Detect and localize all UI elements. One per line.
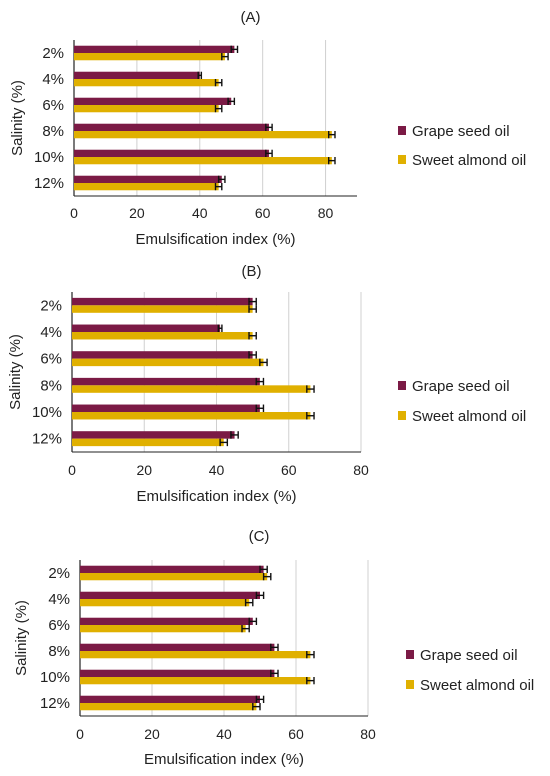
bar-sweet-almond-oil — [74, 105, 219, 113]
legend-swatch — [398, 411, 406, 420]
bar-grape-seed-oil — [72, 431, 235, 439]
y-category-label: 12% — [40, 695, 70, 712]
x-tick-label: 40 — [192, 205, 208, 221]
bar-sweet-almond-oil — [74, 157, 332, 165]
chart-panel-a: (A) 0 20 40 60 80 Emulsification index (%) Sali… — [9, 9, 526, 248]
y-category-label: 4% — [40, 324, 62, 341]
bar-grape-seed-oil — [80, 695, 260, 703]
x-tick-label: 0 — [76, 726, 84, 742]
y-axis-label: Salinity (%) — [9, 80, 26, 156]
x-tick-label: 80 — [360, 726, 376, 742]
y-category-label: 6% — [42, 97, 64, 114]
y-axis-label: Salinity (%) — [7, 334, 24, 410]
bar-grape-seed-oil — [74, 71, 200, 79]
bar-sweet-almond-oil — [72, 305, 253, 313]
x-tick-label: 80 — [318, 205, 334, 221]
bar-sweet-almond-oil — [80, 573, 268, 581]
legend-label: Grape seed oil — [412, 378, 510, 395]
bar-grape-seed-oil — [80, 669, 275, 677]
bar-sweet-almond-oil — [72, 412, 311, 420]
chart-panel-c: (C) 0 20 40 60 80 Emulsification index (%) Sali… — [13, 528, 534, 768]
y-category-label: 2% — [48, 565, 70, 582]
y-category-label: 6% — [48, 617, 70, 634]
bar-grape-seed-oil — [74, 97, 232, 105]
bar-grape-seed-oil — [80, 591, 260, 599]
bar-sweet-almond-oil — [72, 438, 224, 447]
legend-label: Grape seed oil — [412, 123, 510, 140]
chart-title: (A) — [241, 9, 261, 26]
legend-label: Sweet almond oil — [420, 677, 534, 694]
bar-grape-seed-oil — [72, 297, 253, 306]
chart-title: (B) — [242, 263, 262, 280]
bar-grape-seed-oil — [72, 324, 221, 332]
bar-sweet-almond-oil — [72, 358, 264, 367]
x-tick-label: 0 — [68, 462, 76, 478]
bar-grape-seed-oil — [72, 404, 260, 412]
x-tick-label: 40 — [216, 726, 232, 742]
legend-swatch — [406, 680, 414, 689]
bar-sweet-almond-oil — [80, 599, 250, 607]
bar-grape-seed-oil — [74, 123, 269, 131]
legend-label: Sweet almond oil — [412, 408, 526, 425]
chart-title: (C) — [249, 528, 270, 545]
legend-swatch — [398, 381, 406, 390]
bar-sweet-almond-oil — [80, 703, 257, 711]
bar-grape-seed-oil — [80, 617, 253, 625]
x-tick-label: 40 — [209, 462, 225, 478]
x-axis-label: Emulsification index (%) — [135, 231, 295, 248]
bar-sweet-almond-oil — [74, 53, 225, 61]
bar-grape-seed-oil — [72, 377, 260, 386]
chart-panel-b: (B) 0 20 40 60 80 Emulsification index (%) Sali… — [7, 263, 526, 505]
x-tick-label: 0 — [70, 205, 78, 221]
y-category-label: 4% — [48, 591, 70, 608]
y-category-label: 10% — [32, 404, 62, 421]
bar-grape-seed-oil — [80, 565, 264, 573]
x-tick-label: 60 — [281, 462, 297, 478]
bar-sweet-almond-oil — [80, 625, 246, 633]
bar-grape-seed-oil — [74, 45, 235, 53]
y-category-label: 2% — [42, 45, 64, 62]
y-axis-label: Salinity (%) — [13, 600, 30, 676]
legend-swatch — [398, 126, 406, 135]
legend-label: Sweet almond oil — [412, 152, 526, 169]
legend-swatch — [406, 650, 414, 659]
bar-grape-seed-oil — [80, 643, 275, 651]
bar-sweet-almond-oil — [72, 332, 253, 340]
x-tick-label: 60 — [288, 726, 304, 742]
y-category-label: 4% — [42, 71, 64, 88]
x-tick-label: 20 — [136, 462, 152, 478]
bar-sweet-almond-oil — [74, 131, 332, 139]
y-category-label: 8% — [48, 643, 70, 660]
x-tick-label: 80 — [353, 462, 369, 478]
bar-sweet-almond-oil — [80, 651, 311, 659]
y-category-label: 2% — [40, 297, 62, 314]
bar-sweet-almond-oil — [80, 677, 311, 685]
y-category-label: 12% — [34, 175, 64, 192]
y-category-label: 6% — [40, 351, 62, 368]
x-tick-label: 20 — [144, 726, 160, 742]
bar-sweet-almond-oil — [74, 183, 219, 191]
x-tick-label: 20 — [129, 205, 145, 221]
x-axis-label: Emulsification index (%) — [144, 751, 304, 768]
bar-sweet-almond-oil — [72, 385, 311, 393]
legend-swatch — [398, 155, 406, 164]
y-category-label: 12% — [32, 431, 62, 448]
y-category-label: 10% — [34, 149, 64, 166]
y-category-label: 10% — [40, 669, 70, 686]
legend-label: Grape seed oil — [420, 647, 518, 664]
y-category-label: 8% — [40, 377, 62, 394]
x-tick-label: 60 — [255, 205, 271, 221]
bar-grape-seed-oil — [72, 351, 253, 359]
y-category-label: 8% — [42, 123, 64, 140]
bar-grape-seed-oil — [74, 149, 269, 157]
bar-grape-seed-oil — [74, 175, 222, 183]
x-axis-label: Emulsification index (%) — [136, 488, 296, 505]
bar-sweet-almond-oil — [74, 79, 219, 87]
